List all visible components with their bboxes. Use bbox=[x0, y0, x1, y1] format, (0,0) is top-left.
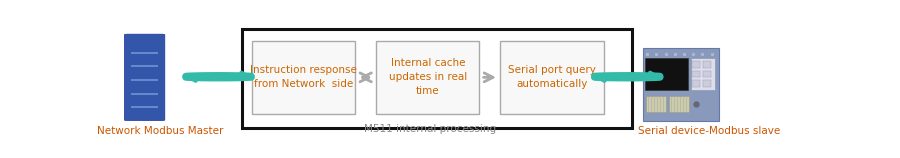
FancyBboxPatch shape bbox=[241, 29, 632, 128]
FancyBboxPatch shape bbox=[692, 80, 700, 87]
FancyBboxPatch shape bbox=[703, 71, 711, 77]
Text: Serial device-Modbus slave: Serial device-Modbus slave bbox=[638, 126, 780, 136]
FancyBboxPatch shape bbox=[376, 41, 480, 114]
Text: M511 internal processing: M511 internal processing bbox=[364, 124, 496, 134]
FancyBboxPatch shape bbox=[691, 58, 716, 91]
FancyBboxPatch shape bbox=[703, 61, 711, 68]
FancyBboxPatch shape bbox=[500, 41, 604, 114]
FancyBboxPatch shape bbox=[645, 58, 688, 91]
FancyBboxPatch shape bbox=[643, 48, 719, 121]
FancyBboxPatch shape bbox=[669, 96, 689, 112]
FancyBboxPatch shape bbox=[692, 61, 700, 68]
FancyBboxPatch shape bbox=[124, 34, 165, 121]
FancyBboxPatch shape bbox=[645, 96, 666, 112]
FancyBboxPatch shape bbox=[703, 80, 711, 87]
FancyBboxPatch shape bbox=[252, 41, 356, 114]
Text: Internal cache
updates in real
time: Internal cache updates in real time bbox=[389, 58, 467, 96]
Text: Network Modbus Master: Network Modbus Master bbox=[96, 126, 223, 136]
Text: Instruction response
from Network  side: Instruction response from Network side bbox=[250, 65, 357, 89]
FancyBboxPatch shape bbox=[692, 71, 700, 77]
Text: Serial port query
automatically: Serial port query automatically bbox=[508, 65, 596, 89]
